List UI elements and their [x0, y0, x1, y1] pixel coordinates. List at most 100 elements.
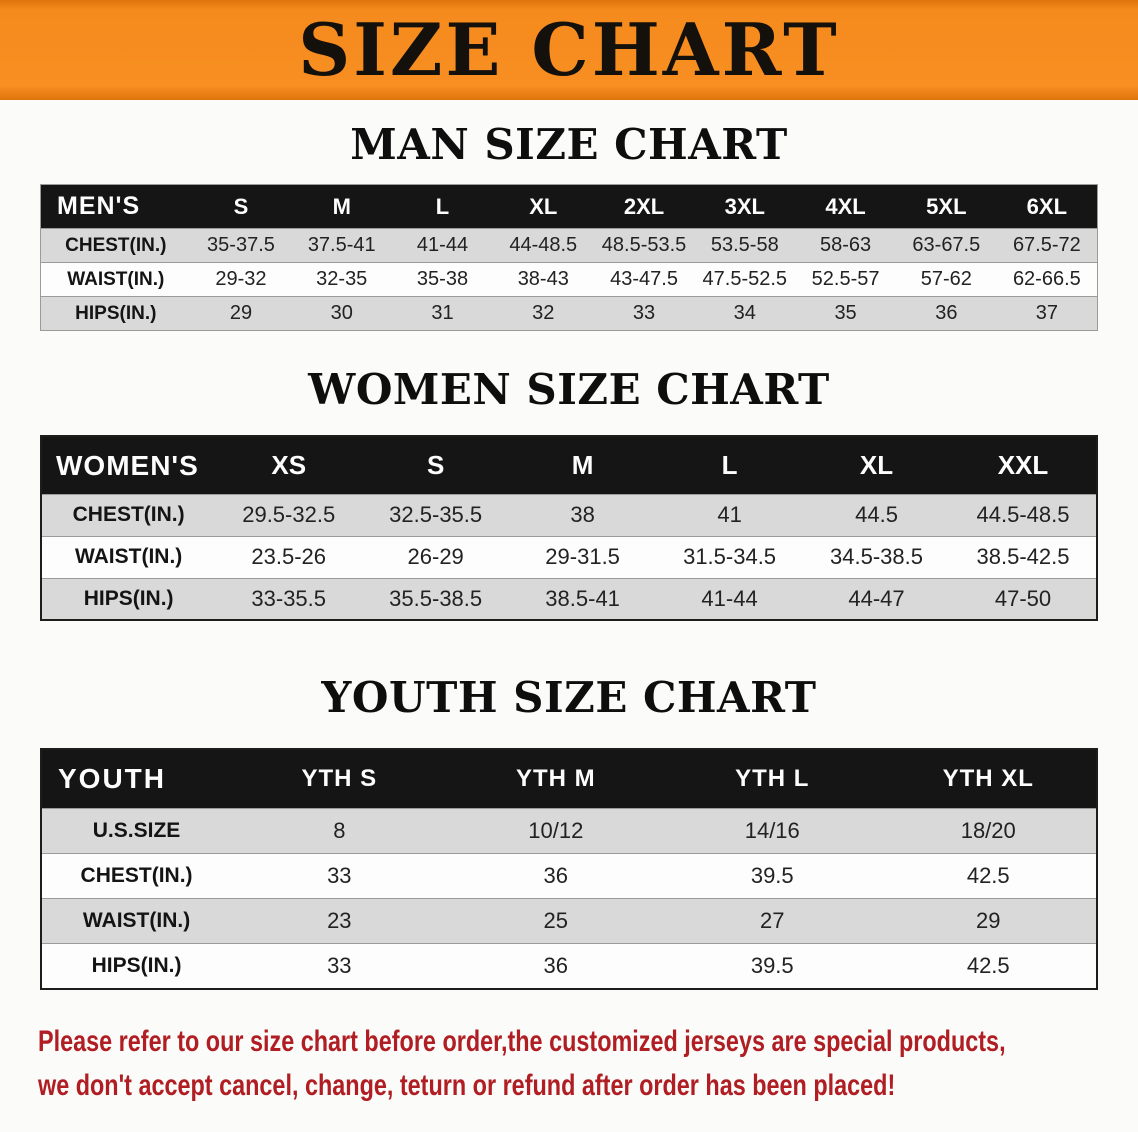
- measurement-row: CHEST(IN.) 29.5-32.5 32.5-35.5 38 41 44.5 44.5…: [41, 494, 1097, 537]
- size-header-cell: YTH L: [664, 748, 881, 809]
- size-value-cell: 33: [327, 952, 352, 978]
- measurement-label: HIPS(IN.): [75, 302, 157, 324]
- size-header-cell: L: [392, 184, 493, 229]
- table-title-cell: YOUTH: [41, 748, 232, 809]
- size-value-cell: 67.5-72: [1012, 234, 1081, 257]
- size-header-cell: L: [656, 436, 804, 495]
- size-value-cell: 63-67.5: [912, 234, 981, 257]
- youth-size-section: YOUTH SIZE CHART YOUTH YTH S YTH M YTH L YTH…: [0, 673, 1138, 990]
- size-value-cell: 41: [717, 502, 742, 528]
- size-header-cell: YTH M: [447, 748, 665, 809]
- size-header-cell: 5XL: [895, 184, 997, 229]
- size-value-cell: 52.5-57: [811, 268, 880, 291]
- size-header-cell: XL: [803, 436, 950, 495]
- size-value-cell: 31: [431, 302, 454, 325]
- measurement-row: WAIST(IN.) 23.5-26 26-29 29-31.5 31.5-34.5 34…: [41, 536, 1097, 579]
- disclaimer-line-2: we don't accept cancel, change, teturn o…: [38, 1068, 896, 1102]
- size-value-cell: 33: [632, 302, 656, 325]
- size-value-cell: 38.5-42.5: [976, 544, 1070, 570]
- table-title-cell: MEN'S: [40, 184, 191, 229]
- size-value-cell: 44-48.5: [509, 234, 578, 257]
- size-value-cell: 47-50: [994, 586, 1052, 612]
- women-size-chart-heading: WOMEN SIZE CHART: [308, 365, 830, 415]
- size-value-cell: 37.5-41: [307, 234, 376, 257]
- size-value-cell: 34: [733, 302, 756, 325]
- size-value-cell: 47.5-52.5: [702, 268, 788, 291]
- size-value-cell: 26-29: [407, 544, 464, 570]
- measurement-label: WAIST(IN.): [82, 909, 191, 933]
- measurement-label: HIPS(IN.): [91, 953, 182, 977]
- size-value-cell: 39.5: [750, 952, 794, 978]
- size-value-cell: 36: [935, 302, 958, 325]
- size-value-cell: 10/12: [528, 818, 584, 844]
- size-value-cell: 30: [330, 302, 353, 325]
- size-value-cell: 48.5-53.5: [601, 234, 687, 257]
- measurement-row: U.S.SIZE 8 10/12 14/16 18/20: [41, 808, 1097, 854]
- size-value-cell: 58-63: [819, 234, 872, 257]
- size-header-cell: M: [509, 436, 657, 495]
- size-table-header-row: MEN'S S M L XL 2XL 3XL 4XL 5XL 6XL: [40, 184, 1098, 229]
- size-value-cell: 29-31.5: [545, 544, 620, 570]
- measurement-label: CHEST(IN.): [80, 864, 193, 888]
- size-header-cell: YTH XL: [880, 748, 1097, 809]
- size-table-header-row: WOMEN'S XS S M L XL XXL: [41, 436, 1097, 495]
- size-chart-banner: SIZE CHART: [0, 0, 1138, 100]
- size-value-cell: 38: [570, 502, 595, 528]
- size-value-cell: 44.5-48.5: [976, 502, 1070, 528]
- measurement-label: HIPS(IN.): [83, 587, 174, 611]
- youth-size-chart-heading: YOUTH SIZE CHART: [321, 673, 817, 723]
- size-value-cell: 44.5: [855, 502, 898, 528]
- size-header-cell: S: [362, 436, 510, 495]
- measurement-row: HIPS(IN.) 33 36 39.5 42.5: [41, 943, 1097, 989]
- size-value-cell: 38-43: [517, 268, 569, 291]
- size-value-cell: 36: [543, 952, 569, 978]
- size-value-cell: 34.5-38.5: [830, 544, 923, 570]
- size-value-cell: 62-66.5: [1012, 268, 1081, 291]
- size-header-cell: M: [291, 184, 393, 229]
- size-value-cell: 18/20: [960, 818, 1016, 844]
- women-size-table: WOMEN'S XS S M L XL XXL CHEST(IN.) 29.5-32.5 32.5…: [40, 435, 1098, 622]
- measurement-label: WAIST(IN.): [67, 268, 165, 290]
- banner-title: SIZE CHART: [298, 7, 840, 92]
- size-value-cell: 41-44: [701, 586, 758, 612]
- table-title-cell: WOMEN'S: [41, 436, 216, 495]
- man-size-section: MAN SIZE CHART MEN'S S M L XL 2XL 3XL 4XL 5XL 6XL…: [0, 121, 1138, 332]
- size-value-cell: 29-32: [215, 268, 267, 291]
- size-header-cell: YTH S: [231, 748, 448, 809]
- size-header-cell: XL: [492, 184, 594, 229]
- measurement-label: U.S.SIZE: [92, 819, 181, 843]
- measurement-row: WAIST(IN.) 23 25 27 29: [41, 898, 1097, 944]
- size-header-cell: XS: [215, 436, 363, 495]
- size-value-cell: 42.5: [966, 952, 1010, 978]
- size-header-cell: 2XL: [593, 184, 695, 229]
- measurement-label: WAIST(IN.): [74, 545, 183, 569]
- size-value-cell: 32: [532, 302, 555, 325]
- size-value-cell: 38.5-41: [545, 586, 620, 612]
- size-value-cell: 27: [760, 908, 785, 934]
- size-value-cell: 23.5-26: [251, 544, 327, 570]
- size-value-cell: 23: [327, 908, 352, 934]
- size-value-cell: 31.5-34.5: [683, 544, 777, 570]
- size-value-cell: 41-44: [416, 234, 469, 257]
- size-header-cell: 4XL: [795, 184, 896, 229]
- size-value-cell: 35-37.5: [207, 234, 275, 257]
- size-value-cell: 37: [1035, 302, 1058, 325]
- size-value-cell: 42.5: [966, 863, 1010, 889]
- women-size-section: WOMEN SIZE CHART WOMEN'S XS S M L XL XXL CHEST(…: [0, 365, 1138, 622]
- size-value-cell: 29.5-32.5: [242, 502, 336, 528]
- youth-size-table: YOUTH YTH S YTH M YTH L YTH XL U.S.SIZE 8 10/12…: [40, 747, 1098, 990]
- size-header-cell: 6XL: [996, 184, 1098, 229]
- measurement-row: CHEST(IN.) 33 36 39.5 42.5: [41, 853, 1097, 899]
- disclaimer: Please refer to our size chart before or…: [38, 1020, 1138, 1108]
- size-value-cell: 39.5: [750, 863, 794, 889]
- size-value-cell: 32-35: [316, 268, 368, 291]
- measurement-row: WAIST(IN.) 29-32 32-35 35-38 38-43 43-47.5 47.…: [40, 262, 1098, 297]
- men-size-table: MEN'S S M L XL 2XL 3XL 4XL 5XL 6XL CHEST(IN.) 35-37…: [40, 184, 1098, 332]
- size-value-cell: 35-38: [416, 268, 469, 291]
- size-value-cell: 33: [327, 863, 352, 889]
- size-value-cell: 35: [834, 302, 857, 325]
- measurement-row: HIPS(IN.) 29 30 31 32 33 34 35 36 37: [40, 296, 1098, 331]
- size-value-cell: 32.5-35.5: [389, 502, 483, 528]
- size-value-cell: 43-47.5: [610, 268, 678, 291]
- size-value-cell: 36: [543, 863, 569, 889]
